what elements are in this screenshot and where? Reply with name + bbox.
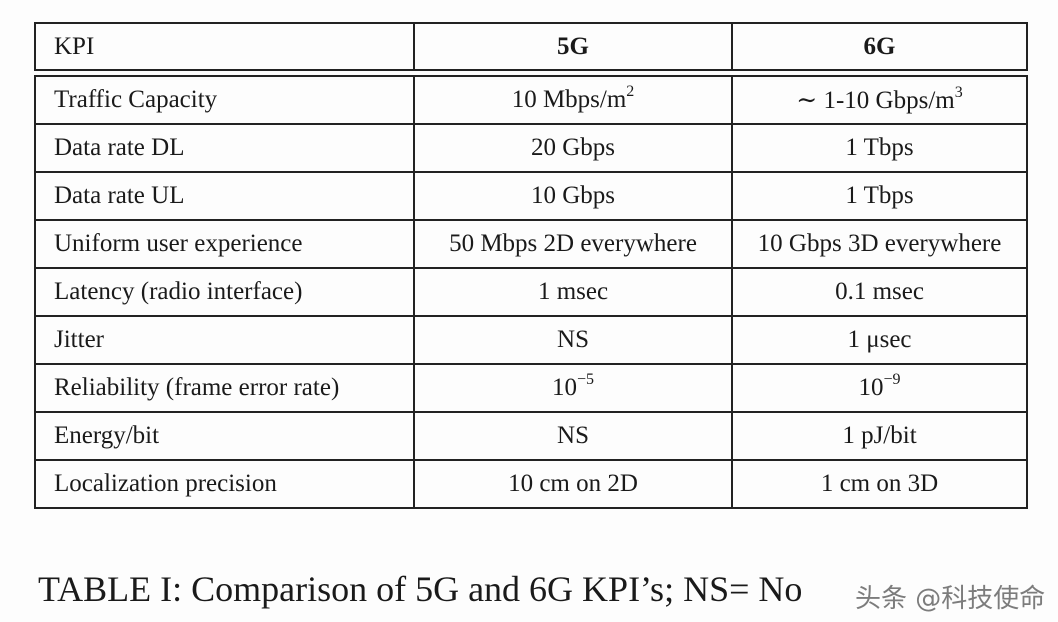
cell-kpi: Latency (radio interface) [34, 267, 415, 317]
header-6g: 6G [731, 22, 1028, 71]
cell-5g: 10 Mbps/m2 [413, 75, 733, 125]
table-row: Reliability (frame error rate) 10−5 10−9 [34, 363, 1028, 413]
watermark: 头条 @科技使命 [855, 584, 1046, 614]
cell-6g: 10 Gbps 3D everywhere [731, 219, 1028, 269]
table-row: Localization precision 10 cm on 2D 1 cm on… [34, 459, 1028, 509]
cell-kpi: Data rate UL [34, 171, 415, 221]
cell-kpi: Data rate DL [34, 123, 415, 173]
cell-kpi: Localization precision [34, 459, 415, 509]
cell-5g: 10 cm on 2D [413, 459, 733, 509]
cell-5g: 10 Gbps [413, 171, 733, 221]
cell-5g: NS [413, 315, 733, 365]
kpi-table-body: Traffic Capacity 10 Mbps/m2 ∼ 1-10 Gbps/m3… [34, 75, 1028, 509]
cell-6g: ∼ 1-10 Gbps/m3 [731, 75, 1028, 125]
cell-6g: 1 Tbps [731, 171, 1028, 221]
header-row: KPI 5G 6G [34, 22, 1028, 71]
cell-kpi: Reliability (frame error rate) [34, 363, 415, 413]
cell-6g: 1 Tbps [731, 123, 1028, 173]
cell-kpi: Energy/bit [34, 411, 415, 461]
cell-5g: 50 Mbps 2D everywhere [413, 219, 733, 269]
table-row: Data rate UL 10 Gbps 1 Tbps [34, 171, 1028, 221]
cell-6g: 1 μsec [731, 315, 1028, 365]
table-row: Latency (radio interface) 1 msec 0.1 msec [34, 267, 1028, 317]
table-row: Uniform user experience 50 Mbps 2D everyw… [34, 219, 1028, 269]
cell-6g: 0.1 msec [731, 267, 1028, 317]
cell-5g: 10−5 [413, 363, 733, 413]
table-row: Traffic Capacity 10 Mbps/m2 ∼ 1-10 Gbps/m3 [34, 75, 1028, 125]
table-row: Energy/bit NS 1 pJ/bit [34, 411, 1028, 461]
cell-kpi: Jitter [34, 315, 415, 365]
cell-kpi: Uniform user experience [34, 219, 415, 269]
cell-6g: 10−9 [731, 363, 1028, 413]
header-kpi: KPI [34, 22, 415, 71]
table-caption: TABLE I: Comparison of 5G and 6G KPI’s; … [38, 569, 803, 609]
header-5g: 5G [413, 22, 733, 71]
cell-5g: 1 msec [413, 267, 733, 317]
table-row: Jitter NS 1 μsec [34, 315, 1028, 365]
cell-6g: 1 cm on 3D [731, 459, 1028, 509]
cell-5g: 20 Gbps [413, 123, 733, 173]
cell-6g: 1 pJ/bit [731, 411, 1028, 461]
kpi-table-header: KPI 5G 6G [34, 22, 1028, 71]
cell-kpi: Traffic Capacity [34, 75, 415, 125]
table-row: Data rate DL 20 Gbps 1 Tbps [34, 123, 1028, 173]
cell-5g: NS [413, 411, 733, 461]
